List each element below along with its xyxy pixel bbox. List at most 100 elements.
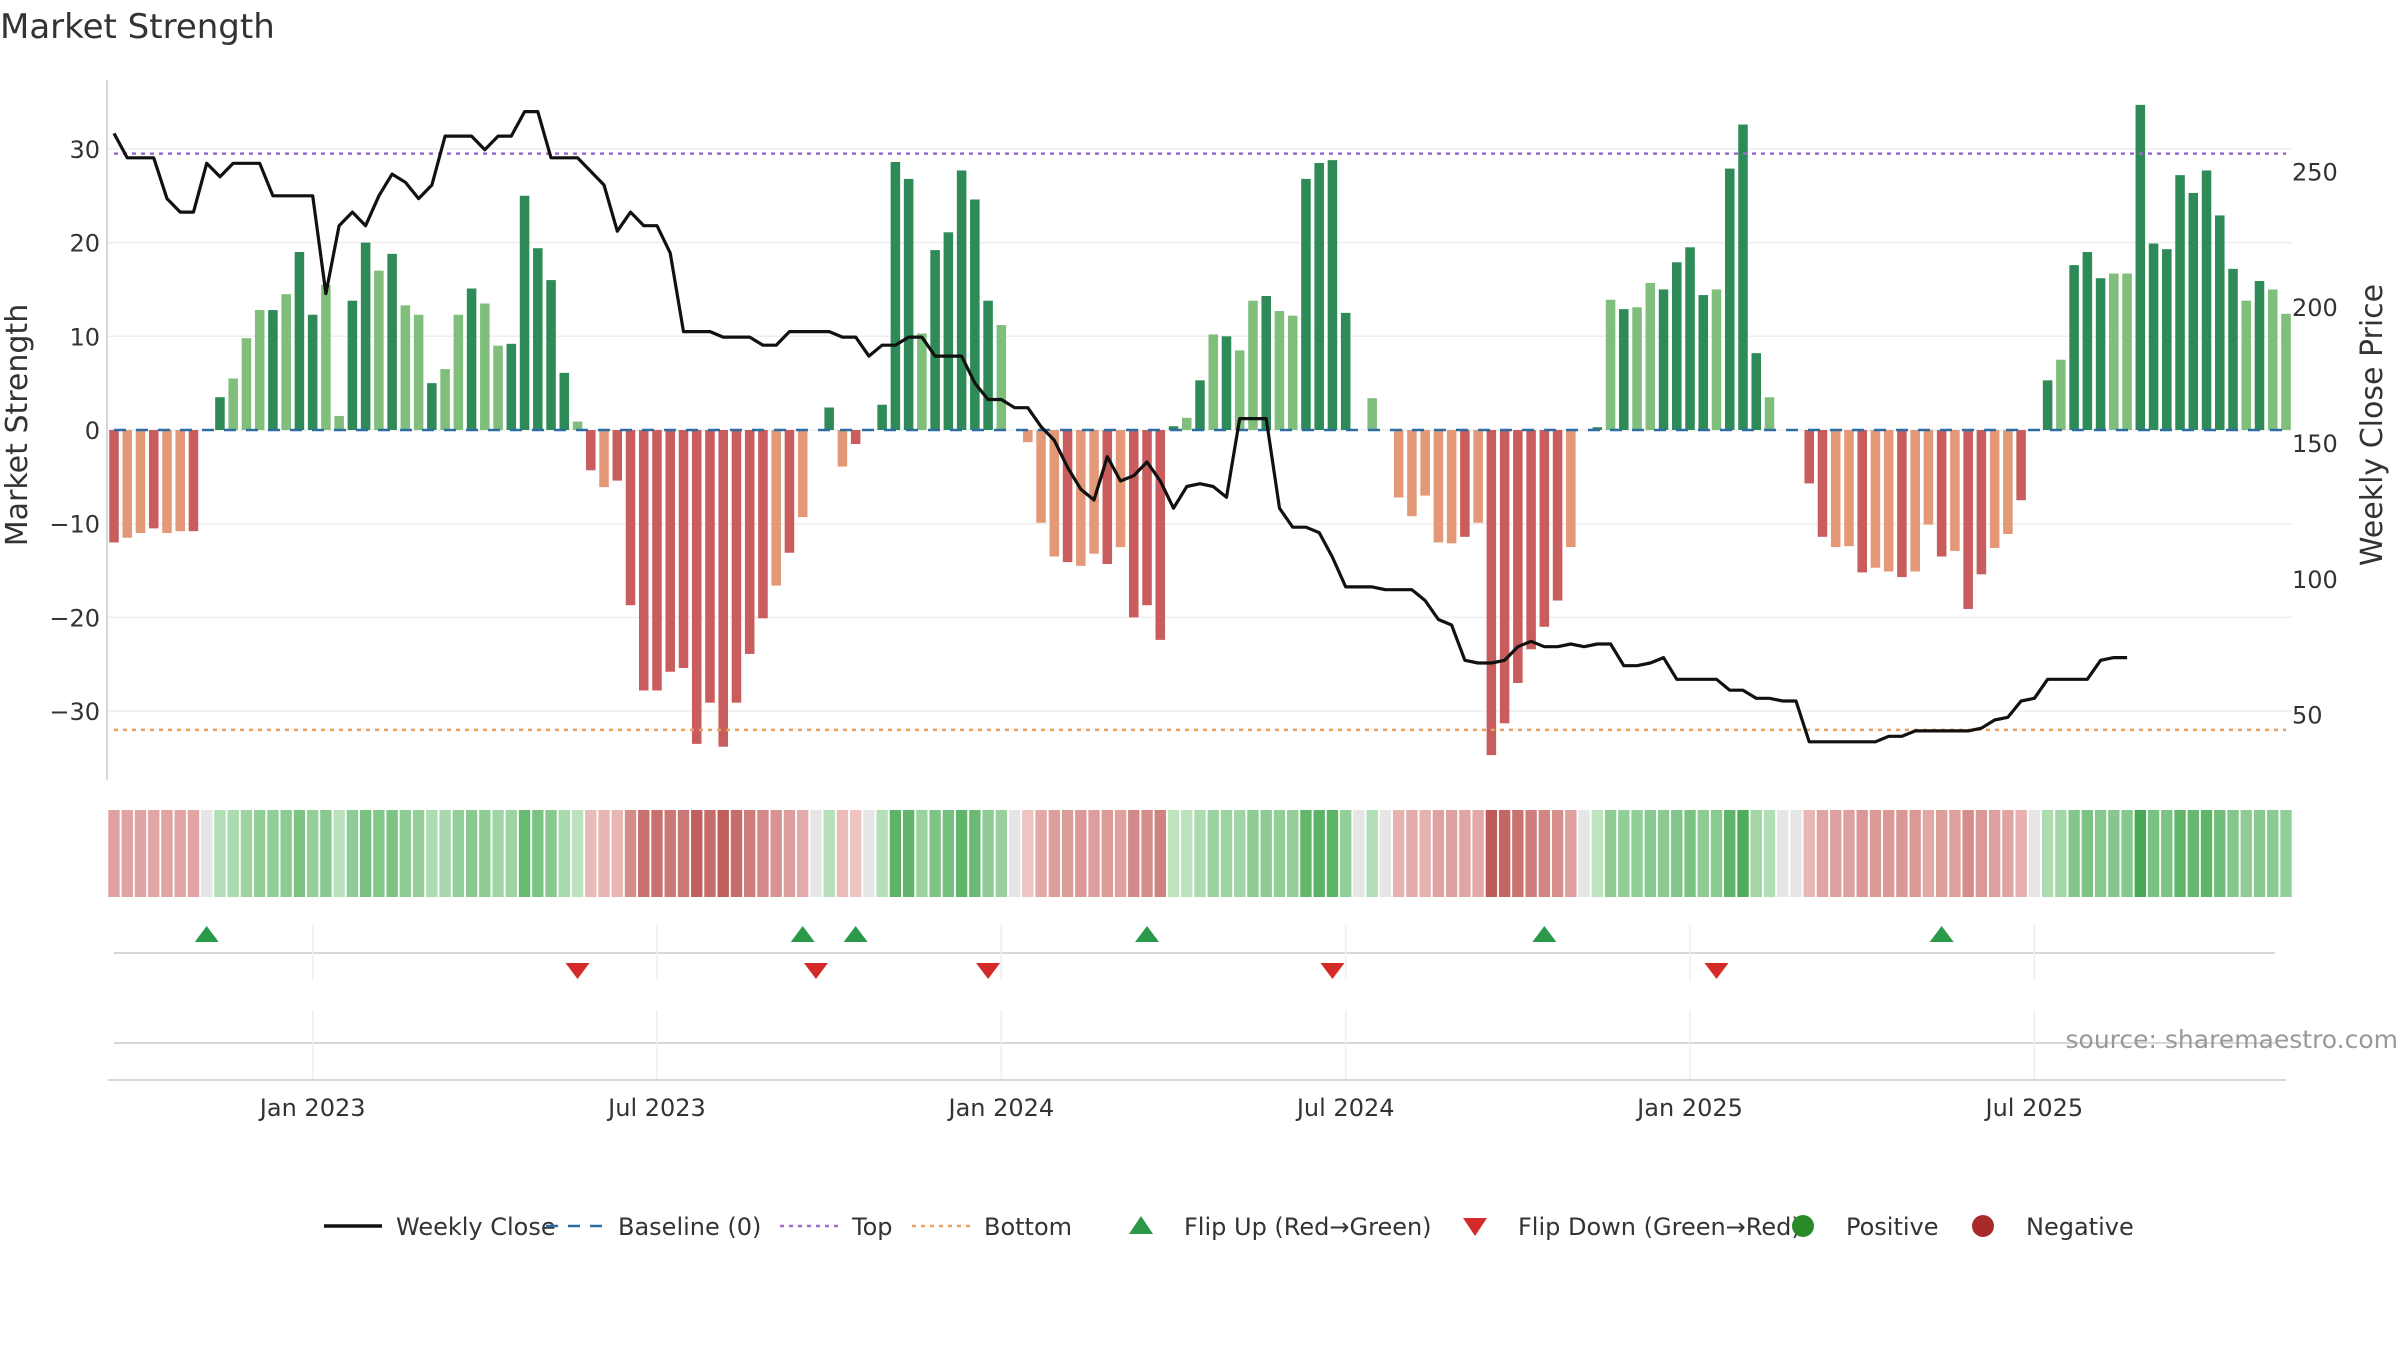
heat-cell	[1790, 810, 1802, 897]
strength-bar	[1076, 430, 1086, 566]
heat-cell	[2108, 810, 2120, 897]
strength-bar	[546, 280, 556, 430]
heat-cell	[465, 810, 478, 897]
heat-cell	[638, 810, 650, 897]
chart-title: Market Strength	[0, 7, 275, 47]
weekly-close-line	[112, 110, 2128, 744]
strength-bar	[1181, 417, 1192, 430]
left-tick-label: −10	[49, 511, 100, 539]
strength-bar	[1539, 430, 1550, 627]
strength-bar	[2241, 300, 2252, 430]
strength-bar	[586, 430, 596, 471]
strength-bar	[638, 430, 649, 691]
flip-up-marker	[1135, 926, 1160, 942]
heat-cell	[2081, 810, 2094, 897]
strength-bar	[374, 270, 384, 430]
heat-cell	[1167, 810, 1180, 897]
heat-cell	[757, 810, 769, 897]
heat-cell	[955, 810, 968, 897]
strength-bar	[1830, 430, 1841, 548]
heat-cell	[1459, 810, 1471, 897]
heat-cell	[1287, 810, 1299, 897]
heat-cell	[651, 810, 663, 897]
strength-bar	[1314, 162, 1324, 430]
heat-cell	[1909, 810, 1921, 897]
left-axis: 30 20 10 0 −10 −20 −30	[49, 80, 108, 780]
strength-bar	[1751, 353, 1762, 430]
heat-cell	[359, 810, 372, 897]
strength-bar	[731, 430, 742, 703]
strength-bar	[1526, 430, 1536, 650]
heat-cell	[1472, 810, 1484, 897]
strength-bar	[135, 430, 146, 534]
x-tick-label: Jan 2025	[1635, 1094, 1743, 1122]
heat-cell	[585, 810, 597, 897]
heat-cell	[836, 810, 849, 897]
strength-bar	[2042, 380, 2053, 430]
strength-bars	[109, 104, 2291, 756]
heat-cell	[2068, 810, 2080, 897]
strength-bar	[1367, 398, 1377, 430]
strength-bar	[1963, 430, 1973, 609]
left-tick-label: 20	[69, 230, 100, 258]
source-credit: source: sharemaestro.com	[2066, 1025, 2399, 1054]
strength-bar	[1923, 430, 1934, 525]
heat-cell	[320, 810, 332, 897]
strength-bar	[691, 430, 702, 744]
flip-up-marker	[1929, 926, 1954, 942]
heat-cell	[889, 810, 902, 897]
legend-symbol-circle	[1792, 1215, 1814, 1237]
left-tick-label: −30	[49, 698, 100, 726]
heat-cell	[121, 810, 133, 897]
strength-bar	[162, 430, 172, 534]
heat-cell	[2214, 810, 2226, 897]
strength-bar	[705, 430, 715, 703]
legend-label: Flip Up (Red→Green)	[1184, 1213, 1432, 1241]
strength-bar	[1513, 430, 1523, 683]
heat-cell	[982, 810, 994, 897]
strength-bar	[1950, 430, 1960, 551]
strength-bar	[1672, 262, 1682, 430]
heat-cell	[1220, 810, 1233, 897]
strength-bar	[215, 397, 225, 430]
heat-cell	[783, 810, 796, 897]
heat-cell	[942, 810, 955, 897]
strength-bar	[665, 430, 676, 672]
heat-cell	[1538, 810, 1551, 897]
heat-cell	[1830, 810, 1842, 897]
strength-bar	[1910, 430, 1920, 572]
strength-bar	[1433, 430, 1444, 543]
strength-bar	[2109, 273, 2119, 430]
strength-bar	[1619, 309, 1629, 430]
heat-cell	[863, 810, 875, 897]
strength-bar	[1817, 430, 1828, 537]
heat-cell	[2253, 810, 2266, 897]
heat-cell	[902, 810, 915, 897]
strength-bar	[1023, 430, 1033, 443]
strength-bar	[1062, 430, 1073, 563]
strength-bar	[744, 430, 755, 654]
heat-cell	[624, 810, 637, 897]
strength-bar	[1738, 124, 1748, 431]
flip-up-marker	[194, 926, 219, 942]
heat-cell	[161, 810, 173, 897]
heat-cell	[2200, 810, 2213, 897]
flip-up-marker	[1532, 926, 1557, 942]
heat-cell	[810, 810, 822, 897]
right-axis-label: Weekly Close Price	[2355, 284, 2390, 566]
heat-cell	[214, 810, 226, 897]
strength-bar	[307, 314, 318, 430]
strength-bar	[824, 407, 834, 430]
heat-cell	[1353, 810, 1365, 897]
strength-bar	[2228, 268, 2238, 430]
heat-cell	[1313, 810, 1325, 897]
heat-cell	[1392, 810, 1405, 897]
heat-cell	[386, 810, 398, 897]
strength-bar	[1393, 430, 1404, 498]
strength-bar	[1234, 350, 1245, 430]
strength-bar	[453, 314, 464, 430]
heat-cell	[1234, 810, 1246, 897]
heat-cell	[333, 810, 345, 897]
strength-bar	[1089, 430, 1099, 554]
